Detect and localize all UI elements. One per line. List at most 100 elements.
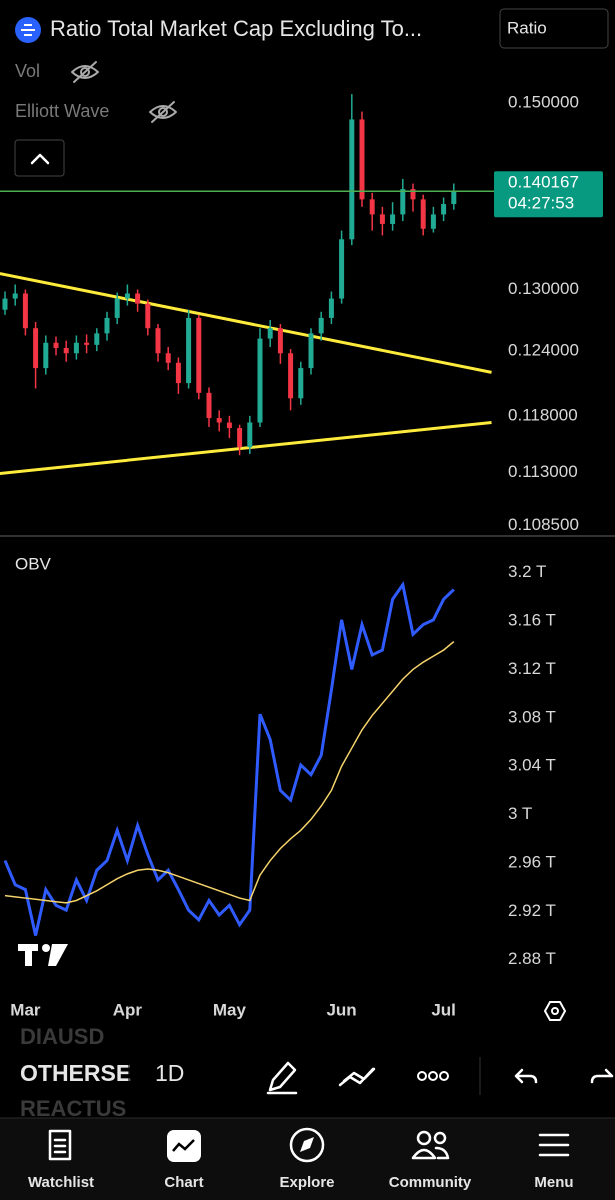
candle-body (43, 342, 49, 369)
y-tick-label: 0.113000 (508, 462, 578, 481)
y-tick-label: 0.130000 (508, 279, 579, 298)
candle-body (155, 328, 161, 354)
x-tick-label: Apr (113, 1000, 143, 1019)
nav-bar (0, 1118, 615, 1200)
y-tick-label: 3 T (508, 804, 532, 823)
candle-body (216, 418, 222, 423)
nav-label[interactable]: Chart (164, 1174, 203, 1191)
candle-body (94, 333, 100, 345)
candle-body (22, 293, 28, 329)
more-button[interactable] (417, 1071, 449, 1081)
pane-label: OBV (15, 554, 52, 573)
nav-icon (411, 1130, 450, 1160)
y-tick-label: 3.2 T (508, 562, 546, 581)
candle-body (441, 204, 447, 215)
candle-body (267, 328, 273, 339)
hide-icon[interactable] (149, 101, 177, 123)
candle-body (410, 189, 416, 200)
last-price-box (494, 171, 603, 218)
y-tick-label: 3.12 T (508, 659, 556, 678)
candle-body (339, 239, 345, 299)
hide-icon[interactable] (71, 61, 99, 83)
scale-button-label[interactable]: Ratio (507, 18, 547, 37)
nav-icon (289, 1127, 325, 1163)
candle-body (420, 199, 426, 229)
candle-body (247, 422, 253, 448)
draw-button[interactable] (266, 1061, 298, 1095)
y-tick-label: 2.88 T (508, 949, 556, 968)
candle-body (237, 428, 243, 448)
series-line (3, 581, 455, 936)
scale-button[interactable] (499, 8, 609, 49)
candle-body (318, 317, 324, 334)
redo-button[interactable] (590, 1068, 614, 1084)
fade-edge (128, 1055, 140, 1095)
candle-body (186, 317, 192, 384)
nav-icon (538, 1133, 570, 1157)
candle-body (379, 214, 385, 224)
last-price-label: 0.140167 (508, 173, 579, 192)
candle-body (451, 191, 457, 205)
trend-button[interactable] (338, 1067, 376, 1087)
logo (18, 944, 68, 966)
candle-body (165, 353, 171, 363)
x-tick-label: Jun (326, 1000, 356, 1019)
candle-body (298, 368, 304, 399)
candle-body (84, 342, 90, 345)
y-tick-label: 0.118000 (508, 405, 578, 424)
candle-body (369, 199, 375, 215)
trend-line (0, 421, 492, 475)
symbol-tab[interactable]: OTHERSE (20, 1060, 131, 1086)
candle-body (328, 298, 334, 318)
candle-body (33, 328, 39, 369)
symbol-tab[interactable]: DIAUSD (20, 1024, 104, 1049)
nav-label[interactable]: Community (389, 1174, 472, 1191)
nav-icon (48, 1129, 72, 1161)
y-tick-label: 3.16 T (508, 611, 556, 630)
candle-body (135, 293, 141, 304)
chart-title[interactable]: Ratio Total Market Cap Excluding To... (50, 16, 422, 41)
nav-label[interactable]: Menu (534, 1174, 573, 1191)
candle-body (145, 303, 151, 329)
candle-body (257, 338, 263, 423)
y-tick-label: 3.08 T (508, 707, 556, 726)
nav-icon-glyph (300, 1137, 314, 1152)
x-tick-label: Jul (431, 1000, 456, 1019)
symbol-tab[interactable]: REACTUS (20, 1096, 126, 1121)
settings-dot (551, 1007, 559, 1015)
y-tick-label: 3.04 T (508, 756, 556, 775)
candle-body (12, 293, 18, 299)
candle-body (196, 317, 202, 393)
countdown-label: 04:27:53 (508, 194, 574, 213)
candle-body (73, 342, 79, 354)
candle-body (430, 214, 436, 229)
series-line (4, 641, 455, 904)
collapse-button[interactable] (14, 139, 65, 177)
nav-label[interactable]: Watchlist (28, 1174, 94, 1191)
nav-icon (167, 1130, 201, 1162)
candle-body (349, 119, 355, 240)
trend-line (0, 272, 492, 374)
y-tick-label: 2.92 T (508, 901, 556, 920)
candle-body (400, 189, 406, 215)
candle-body (63, 347, 69, 354)
settings-button[interactable] (544, 1001, 566, 1021)
symbol-icon-glyph (21, 24, 35, 36)
indicator-label[interactable]: Elliott Wave (15, 101, 109, 121)
y-tick-label: 0.108500 (508, 515, 579, 534)
candle-body (308, 333, 314, 369)
candle-body (206, 392, 212, 419)
nav-label[interactable]: Explore (279, 1174, 334, 1191)
candle-body (114, 298, 120, 318)
candle-body (390, 214, 396, 224)
indicator-label[interactable]: Vol (15, 61, 40, 81)
y-tick-label: 2.96 T (508, 852, 556, 871)
nav-icon-glyph (172, 1139, 195, 1152)
candle-body (104, 317, 110, 334)
undo-button[interactable] (514, 1068, 538, 1084)
candle-body (226, 422, 232, 429)
interval-button[interactable]: 1D (155, 1060, 184, 1086)
y-tick-label: 0.150000 (508, 92, 579, 111)
